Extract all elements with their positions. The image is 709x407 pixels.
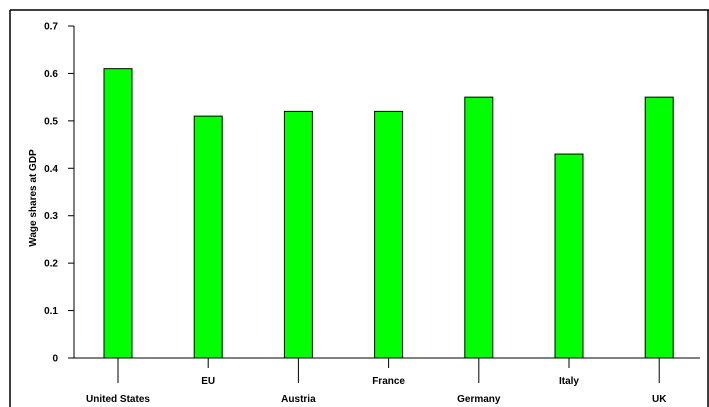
x-tick-label: Germany <box>457 394 501 405</box>
x-tick-label: United States <box>86 394 150 405</box>
x-tick-label: Austria <box>281 394 316 405</box>
y-axis-ticks: 0 0.1 0.2 0.3 0.4 0.5 0.6 0.7 <box>44 22 74 365</box>
y-tick-label: 0.3 <box>44 211 58 222</box>
x-tick-label: EU <box>201 376 215 387</box>
bar <box>374 110 404 359</box>
bar <box>554 153 584 359</box>
y-tick-label: 0.7 <box>44 22 58 33</box>
x-tick-label: Italy <box>559 376 579 387</box>
bar <box>464 96 494 359</box>
bar <box>283 110 313 359</box>
bar-series <box>103 68 674 359</box>
y-tick-label: 0.4 <box>44 164 58 175</box>
y-tick-label: 0.1 <box>44 306 58 317</box>
chart-frame <box>9 9 709 407</box>
x-axis-ticks: United States EU Austria France Germany Italy… <box>86 358 667 405</box>
x-tick-label: UK <box>652 394 667 405</box>
y-tick-label: 0.2 <box>44 259 58 270</box>
y-tick-label: 0 <box>52 354 58 365</box>
bar <box>193 115 223 359</box>
y-tick-label: 0.6 <box>44 69 58 80</box>
x-tick-label: France <box>372 376 405 387</box>
y-tick-label: 0.5 <box>44 116 58 127</box>
y-axis-title: Wage shares at GDP <box>28 149 39 247</box>
bar <box>103 68 133 359</box>
bar <box>644 96 674 359</box>
